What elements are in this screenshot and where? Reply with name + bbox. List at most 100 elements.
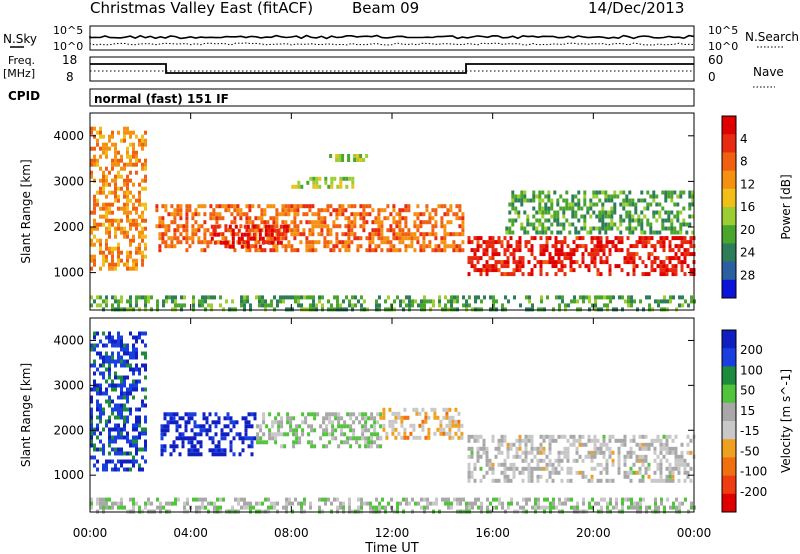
echo-cell bbox=[508, 226, 512, 231]
echo-cell bbox=[185, 216, 189, 221]
echo-cell bbox=[132, 262, 135, 267]
echo-cell bbox=[602, 252, 606, 257]
echo-cell bbox=[554, 264, 558, 269]
echo-cell bbox=[253, 412, 257, 417]
echo-cell bbox=[327, 307, 330, 312]
echo-cell bbox=[309, 295, 312, 300]
echo-cell bbox=[123, 459, 126, 464]
echo-cell bbox=[617, 466, 621, 471]
echo-cell bbox=[600, 295, 603, 300]
echo-cell bbox=[132, 238, 135, 243]
echo-cell bbox=[345, 295, 348, 300]
echo-cell bbox=[500, 450, 504, 455]
echo-cell bbox=[144, 178, 147, 183]
echo-cell bbox=[93, 158, 96, 163]
echo-cell bbox=[144, 439, 147, 444]
echo-cell bbox=[447, 505, 450, 510]
echo-cell bbox=[671, 248, 675, 253]
echo-cell bbox=[362, 224, 366, 229]
echo-cell bbox=[604, 198, 608, 203]
echo-cell bbox=[538, 190, 542, 195]
echo-cell bbox=[368, 204, 372, 209]
echo-cell bbox=[522, 497, 525, 502]
echo-cell bbox=[626, 252, 630, 257]
echo-cell bbox=[156, 307, 159, 312]
echo-cell bbox=[93, 343, 96, 348]
echo-cell bbox=[605, 462, 609, 467]
echo-cell bbox=[117, 351, 120, 356]
echo-cell bbox=[105, 367, 108, 372]
echo-cell bbox=[159, 505, 162, 510]
colorbar-swatch bbox=[722, 207, 736, 226]
echo-cell bbox=[506, 442, 510, 447]
echo-cell bbox=[256, 432, 260, 437]
echo-cell bbox=[207, 303, 210, 308]
echo-cell bbox=[233, 208, 237, 213]
echo-cell bbox=[357, 505, 360, 510]
colorbar-swatch bbox=[722, 493, 736, 513]
echo-cell bbox=[138, 234, 141, 239]
echo-cell bbox=[129, 363, 132, 368]
echo-cell bbox=[111, 210, 114, 215]
echo-cell bbox=[584, 454, 588, 459]
echo-cell bbox=[99, 407, 102, 412]
echo-cell bbox=[539, 458, 543, 463]
echo-cell bbox=[632, 450, 636, 455]
echo-cell bbox=[93, 262, 96, 267]
echo-cell bbox=[163, 432, 167, 437]
echo-cell bbox=[373, 440, 377, 445]
echo-cell bbox=[99, 505, 102, 510]
echo-cell bbox=[406, 435, 410, 440]
echo-cell bbox=[223, 452, 227, 457]
echo-cell bbox=[213, 232, 217, 237]
echo-cell bbox=[135, 335, 138, 340]
echo-cell bbox=[521, 478, 525, 483]
echo-cell bbox=[129, 134, 132, 139]
echo-cell bbox=[530, 272, 534, 277]
echo-cell bbox=[428, 244, 432, 249]
echo-cell bbox=[491, 434, 495, 439]
echo-cell bbox=[317, 232, 321, 237]
echo-cell bbox=[506, 272, 510, 277]
echo-cell bbox=[348, 497, 351, 502]
echo-cell bbox=[643, 206, 647, 211]
echo-cell bbox=[415, 407, 419, 412]
echo-cell bbox=[194, 212, 198, 217]
echo-cell bbox=[213, 295, 216, 300]
y-tick-label: 3000 bbox=[53, 378, 84, 392]
echo-cell bbox=[327, 497, 330, 502]
echo-cell bbox=[333, 176, 337, 181]
echo-cell bbox=[144, 447, 147, 452]
echo-cell bbox=[482, 438, 486, 443]
echo-cell bbox=[296, 248, 300, 253]
echo-cell bbox=[302, 212, 306, 217]
echo-cell bbox=[123, 194, 126, 199]
echo-cell bbox=[614, 248, 618, 253]
echo-cell bbox=[686, 470, 690, 475]
echo-cell bbox=[376, 420, 380, 425]
echo-cell bbox=[308, 248, 312, 253]
echo-cell bbox=[501, 501, 504, 506]
echo-cell bbox=[539, 268, 543, 273]
echo-cell bbox=[257, 248, 261, 253]
echo-cell bbox=[683, 236, 687, 241]
echo-cell bbox=[503, 458, 507, 463]
echo-cell bbox=[623, 442, 627, 447]
echo-cell bbox=[423, 295, 426, 300]
echo-cell bbox=[299, 240, 303, 245]
echo-cell bbox=[677, 236, 681, 241]
echo-cell bbox=[576, 505, 579, 510]
echo-cell bbox=[144, 303, 147, 308]
echo-cell bbox=[90, 266, 93, 271]
echo-cell bbox=[211, 436, 215, 441]
y-tick-label: 1000 bbox=[53, 468, 84, 482]
echo-cell bbox=[126, 407, 129, 412]
echo-cell bbox=[408, 299, 411, 304]
echo-cell bbox=[400, 435, 404, 440]
echo-cell bbox=[485, 240, 489, 245]
echo-cell bbox=[267, 505, 270, 510]
echo-cell bbox=[500, 442, 504, 447]
echo-cell bbox=[230, 220, 234, 225]
echo-cell bbox=[323, 216, 327, 221]
echo-cell bbox=[129, 226, 132, 231]
